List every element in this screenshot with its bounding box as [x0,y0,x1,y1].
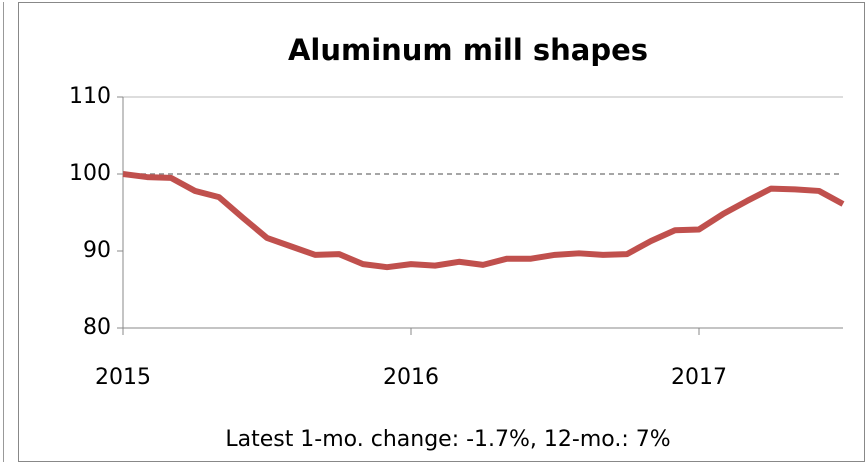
series-line [122,171,845,271]
annotation: Latest 1-mo. change: -1.7%, 12-mo.: 7% [225,427,670,452]
chart-title: Aluminum mill shapes [288,33,648,67]
y-tick-label: 100 [69,161,111,186]
x-tick-label: 2016 [383,365,439,390]
y-tick-label: 90 [83,238,111,263]
x-tick-label: 2015 [95,365,151,390]
side-border [3,2,4,462]
y-tick-label: 110 [69,84,111,109]
x-tick-label: 2017 [671,365,727,390]
y-tick-label: 80 [83,315,111,340]
chart-frame [18,2,865,462]
